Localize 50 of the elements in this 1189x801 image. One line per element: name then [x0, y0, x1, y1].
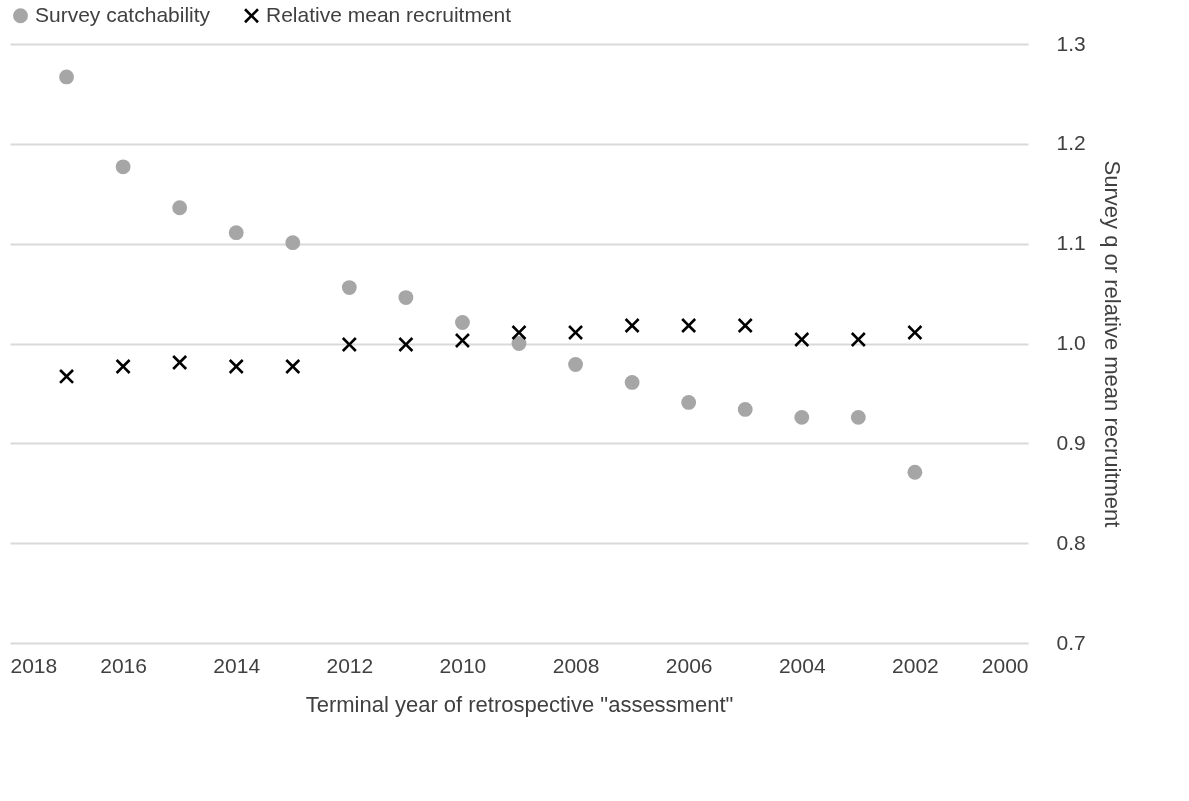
y-tick-label: 0.8	[1056, 530, 1086, 554]
y-tick-label: 1.2	[1056, 131, 1086, 155]
point	[624, 375, 640, 390]
x-tick-label: 2018	[10, 653, 58, 677]
y-tick-label: 1.0	[1056, 331, 1086, 354]
x-tick-label: 2002	[892, 653, 939, 677]
legend-label: Relative mean recruitment	[266, 2, 512, 26]
x-tick-label: 2010	[439, 653, 487, 677]
point	[737, 401, 753, 417]
point	[398, 337, 414, 352]
point	[341, 337, 357, 352]
point	[172, 200, 188, 216]
point	[850, 332, 866, 347]
x-axis-title: Terminal year of retrospective "assessment"	[305, 691, 734, 717]
point	[511, 325, 527, 340]
point	[455, 315, 470, 330]
point	[115, 159, 131, 175]
point	[172, 355, 188, 370]
point	[907, 464, 923, 480]
x-tick-label: 2004	[778, 653, 826, 677]
point	[681, 395, 697, 410]
point	[398, 290, 414, 305]
point	[737, 318, 753, 333]
y-tick-label: 0.7	[1056, 630, 1086, 654]
x-tick-label: 2012	[326, 653, 374, 677]
point	[228, 359, 244, 374]
x-tick-label: 2006	[665, 653, 713, 677]
point	[59, 69, 74, 85]
point	[228, 225, 244, 241]
point	[794, 332, 810, 347]
point	[681, 318, 697, 333]
point	[285, 235, 301, 251]
point	[568, 357, 583, 372]
y-tick-label: 0.9	[1056, 430, 1086, 454]
x-tick-label: 2016	[100, 653, 147, 677]
point	[115, 359, 131, 374]
point	[907, 325, 923, 340]
point	[794, 409, 810, 425]
x-tick-label: 2014	[213, 653, 261, 677]
x-tick-label: 2008	[552, 653, 600, 677]
y-tick-label: 1.1	[1056, 231, 1086, 255]
point	[341, 280, 357, 295]
y-axis-title: Survey q or relative mean recruitment	[1099, 160, 1125, 528]
point	[285, 359, 301, 374]
x-tick-label: 2000	[981, 653, 1029, 677]
point	[511, 336, 527, 351]
point	[850, 409, 866, 425]
point	[624, 318, 640, 333]
y-tick-label: 1.3	[1056, 31, 1086, 55]
legend-label: Survey catchability	[35, 2, 211, 26]
